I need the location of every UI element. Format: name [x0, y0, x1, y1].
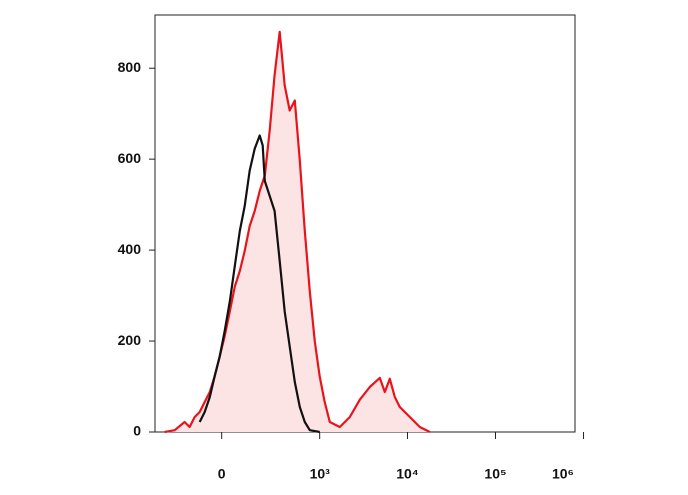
x-tick-label: 0: [218, 466, 226, 482]
y-tick-label: 400: [118, 241, 142, 257]
x-tick-label: 10⁶: [552, 466, 574, 482]
x-tick-label: 10⁵: [484, 466, 506, 482]
y-tick-label: 600: [118, 150, 142, 166]
histogram-line: [198, 134, 320, 434]
y-tick-label: 800: [118, 59, 142, 75]
area-fill: [164, 31, 430, 433]
x-tick-label: 10³: [310, 466, 331, 482]
x-tick-label: 10⁴: [396, 466, 419, 482]
y-tick-label: 0: [133, 423, 141, 439]
y-tick-label: 200: [118, 332, 142, 348]
